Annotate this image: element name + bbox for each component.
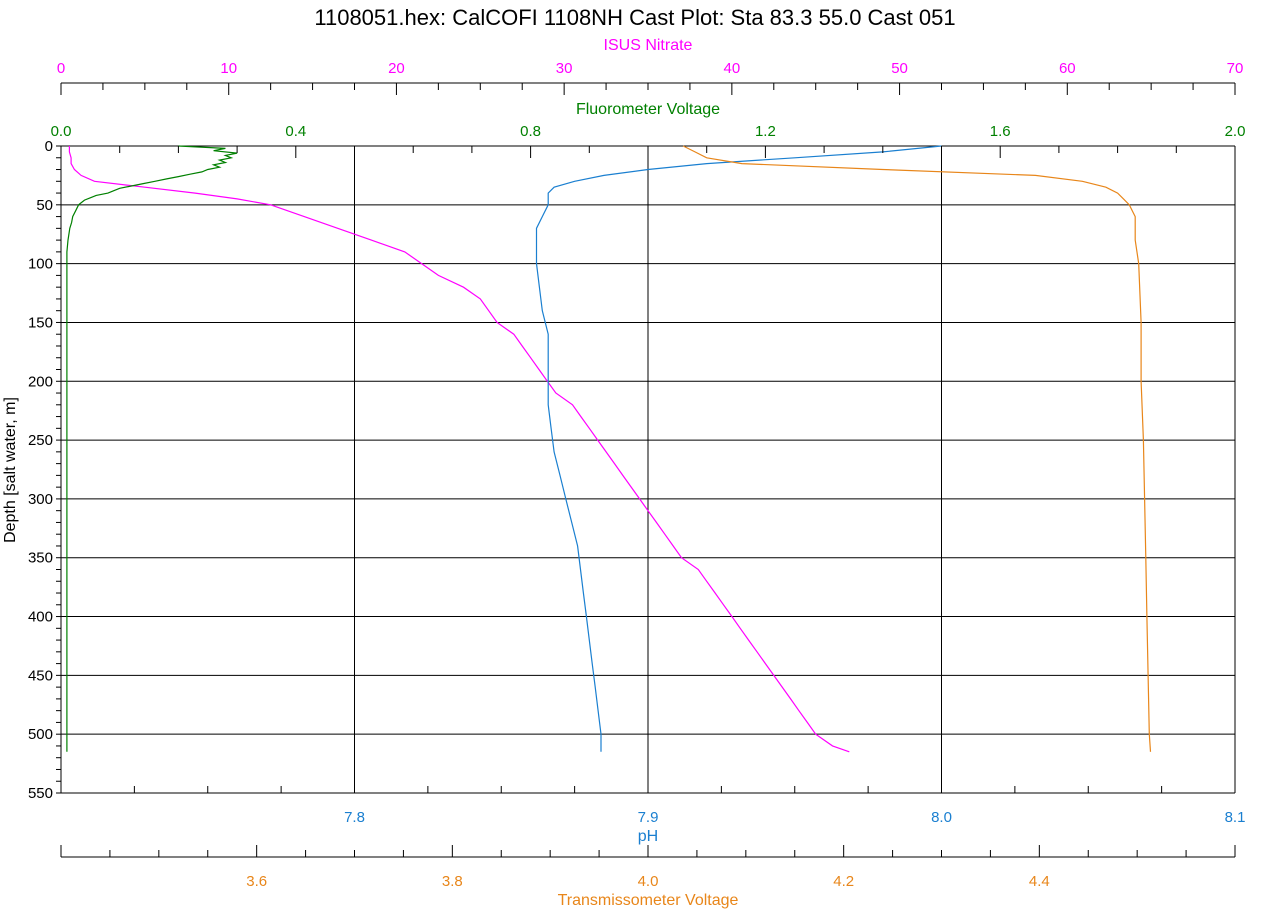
depth-tick-label: 450 — [28, 667, 53, 684]
depth-tick-label: 150 — [28, 314, 53, 331]
trans-trace — [682, 145, 1152, 752]
grid — [60, 145, 1236, 794]
depth-tick-label: 0 — [45, 138, 53, 155]
fluor-tick-label: 0.0 — [51, 123, 72, 140]
trans-tick-label: 4.0 — [638, 873, 659, 890]
transmissometer-axis-title: Transmissometer Voltage — [558, 892, 739, 909]
nitrate-tick-label: 10 — [220, 60, 237, 77]
chart-title: 1108051.hex: CalCOFI 1108NH Cast Plot: S… — [314, 5, 955, 30]
depth-tick-label: 500 — [28, 726, 53, 743]
nitrate-tick-label: 70 — [1227, 60, 1244, 77]
ph-tick-label: 7.8 — [344, 809, 365, 826]
fluor-tick-label: 1.6 — [990, 123, 1011, 140]
nitrate-tick-label: 40 — [724, 60, 741, 77]
nitrate-trace — [68, 146, 850, 753]
ph-trace — [535, 145, 942, 752]
depth-tick-label: 300 — [28, 491, 53, 508]
trans-tick-label: 3.6 — [246, 873, 267, 890]
fluorometer-axis-title: Fluorometer Voltage — [576, 101, 720, 118]
axes-layer: 0 50 100 150 200 250 300 350 400 450 500 550 0 10 20 30… — [28, 60, 1245, 890]
trans-tick-label: 3.8 — [442, 873, 463, 890]
nitrate-tick-label: 30 — [556, 60, 573, 77]
depth-tick-label: 400 — [28, 609, 53, 626]
depth-tick-label: 100 — [28, 256, 53, 273]
nitrate-tick-label: 0 — [57, 60, 65, 77]
series-layer — [66, 145, 1152, 753]
fluor-tick-label: 1.2 — [755, 123, 776, 140]
nitrate-tick-label: 20 — [388, 60, 405, 77]
ph-tick-label: 7.9 — [638, 809, 659, 826]
nitrate-tick-label: 50 — [891, 60, 908, 77]
fluor-trace — [66, 145, 238, 752]
nitrate-axis-title: ISUS Nitrate — [604, 37, 693, 54]
depth-tick-label: 350 — [28, 550, 53, 567]
depth-tick-label: 200 — [28, 373, 53, 390]
ph-axis-title: pH — [638, 828, 658, 845]
fluor-tick-label: 2.0 — [1225, 123, 1246, 140]
fluor-tick-label: 0.8 — [520, 123, 541, 140]
ph-tick-label: 8.1 — [1225, 809, 1246, 826]
depth-axis-title: Depth [salt water, m] — [2, 397, 19, 543]
trans-tick-label: 4.4 — [1029, 873, 1050, 890]
nitrate-tick-label: 60 — [1059, 60, 1076, 77]
ph-tick-label: 8.0 — [931, 809, 952, 826]
depth-tick-label: 50 — [36, 197, 53, 214]
trans-tick-label: 4.2 — [833, 873, 854, 890]
depth-tick-label: 550 — [28, 785, 53, 802]
depth-tick-label: 250 — [28, 432, 53, 449]
fluor-tick-label: 0.4 — [285, 123, 306, 140]
